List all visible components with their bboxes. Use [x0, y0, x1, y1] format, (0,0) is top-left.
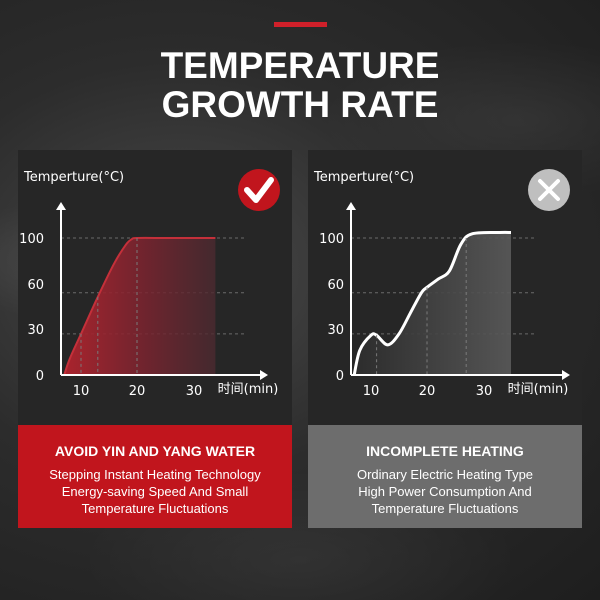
accent-bar: [274, 22, 327, 27]
y-tick-60: 60: [27, 278, 44, 293]
status-x-icon: [528, 169, 570, 211]
plot-area: [346, 202, 570, 380]
y-axis-label: Temperture(°C): [313, 170, 414, 185]
page-title-line2: GROWTH RATE: [161, 84, 439, 125]
incomplete-heating-chart: Temperture(°C) 100 60 30 0 10 20 30 时间(m…: [313, 169, 570, 399]
x-axis-label: 时间(min): [218, 382, 279, 397]
x-tick-30: 30: [476, 384, 493, 399]
footer-line-1: Ordinary Electric Heating Type: [356, 467, 534, 482]
y-tick-0: 0: [36, 369, 44, 384]
footer-title: AVOID YIN AND YANG WATER: [54, 443, 256, 459]
good-heating-chart: Temperture(°C) 100 60 30 0 10 20 30 时间(m…: [19, 169, 280, 399]
x-tick-30: 30: [186, 384, 203, 399]
y-tick-100: 100: [319, 232, 344, 247]
footer-line-2: Energy-saving Speed And Small: [61, 484, 249, 499]
y-tick-60: 60: [327, 278, 344, 293]
footer-line-3: Temperature Fluctuations: [81, 501, 229, 516]
y-tick-30: 30: [327, 323, 344, 338]
x-tick-10: 10: [73, 384, 90, 399]
y-axis-arrow: [346, 202, 356, 210]
good-heating-footer: AVOID YIN AND YANG WATER Stepping Instan…: [18, 425, 292, 528]
y-tick-30: 30: [27, 323, 44, 338]
footer-line-3: Temperature Fluctuations: [371, 501, 519, 516]
y-axis-label: Temperture(°C): [23, 170, 124, 185]
footer-line-1: Stepping Instant Heating Technology: [49, 467, 261, 482]
x-tick-20: 20: [419, 384, 436, 399]
y-tick-0: 0: [336, 369, 344, 384]
page-title-line1: TEMPERATURE: [160, 45, 440, 86]
temperature-area: [64, 237, 216, 375]
plot-area: [56, 202, 268, 380]
temperature-line: [352, 230, 512, 376]
x-axis-label: 时间(min): [508, 382, 569, 397]
good-heating-panel: Temperture(°C) 100 60 30 0 10 20 30 时间(m…: [18, 150, 292, 528]
incomplete-heating-footer: INCOMPLETE HEATING Ordinary Electric Hea…: [308, 425, 582, 528]
y-tick-100: 100: [19, 232, 44, 247]
temperature-area: [354, 232, 511, 375]
x-tick-20: 20: [129, 384, 146, 399]
footer-title: INCOMPLETE HEATING: [366, 443, 524, 459]
temperature-line: [63, 236, 216, 376]
incomplete-heating-panel: Temperture(°C) 100 60 30 0 10 20 30 时间(m…: [308, 150, 582, 528]
footer-line-2: High Power Consumption And: [358, 484, 532, 499]
status-check-icon: [238, 169, 280, 211]
y-axis-arrow: [56, 202, 66, 210]
x-tick-10: 10: [363, 384, 380, 399]
x-axis-arrow: [260, 370, 268, 380]
x-axis-arrow: [562, 370, 570, 380]
